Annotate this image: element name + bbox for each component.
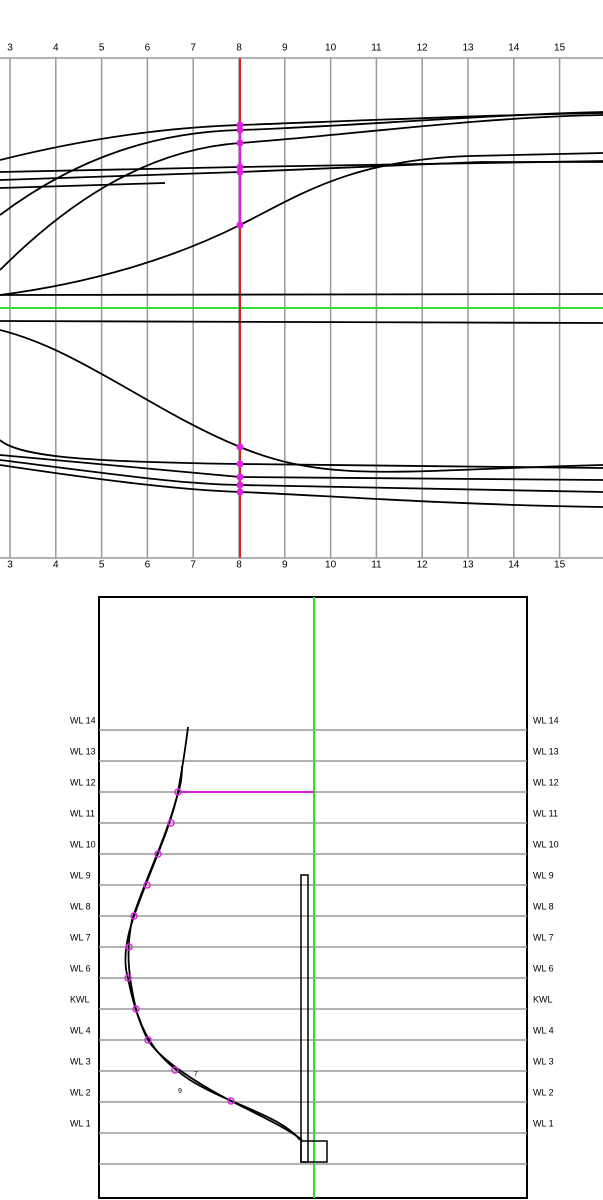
point [143, 881, 151, 889]
station-label-bottom: 13 [462, 560, 474, 571]
station-label-top: 4 [53, 43, 59, 54]
curve [0, 111, 603, 216]
waterline-label-left: WL 13 [70, 746, 96, 756]
keel-box [300, 1140, 328, 1163]
waterline-label-right: WL 4 [533, 1025, 554, 1035]
point [124, 974, 132, 982]
station-label-top: 9 [282, 43, 288, 54]
point [154, 850, 162, 858]
curve [0, 320, 603, 324]
curve [0, 161, 603, 181]
waterline-label-right: WL 3 [533, 1056, 554, 1066]
curve [0, 329, 603, 473]
waterline-label-right: WL 10 [533, 839, 559, 849]
waterline-label-right: WL 7 [533, 932, 554, 942]
station-label-top: 14 [508, 43, 520, 54]
point [236, 221, 244, 229]
curve-label: 9 [178, 1088, 182, 1095]
point [236, 121, 244, 129]
curve [0, 293, 603, 296]
keel [300, 874, 309, 1163]
station-label-bottom: 9 [282, 560, 288, 571]
station-label-bottom: 6 [145, 560, 151, 571]
station-label-bottom: 4 [53, 560, 59, 571]
station-label-bottom: 8 [236, 560, 242, 571]
point [236, 460, 244, 468]
point [236, 126, 244, 134]
waterline-label-left: WL 4 [70, 1025, 91, 1035]
curve [0, 112, 603, 161]
waterline-label-left: WL 14 [70, 715, 96, 725]
section-points [124, 788, 235, 1105]
curve [0, 114, 603, 271]
station-label-top: 10 [325, 43, 337, 54]
waterline-label-right: WL 11 [533, 808, 558, 818]
curve [0, 182, 166, 189]
point [236, 163, 244, 171]
point [144, 1036, 152, 1044]
station-label-top: 11 [371, 43, 382, 54]
curve [0, 459, 603, 493]
curve [0, 464, 603, 508]
point [236, 473, 244, 481]
waterline-label-right: WL 13 [533, 746, 559, 756]
waterline-label-left: WL 11 [70, 808, 95, 818]
waterline-label-left: WL 1 [70, 1118, 91, 1128]
station-label-top: 15 [554, 43, 566, 54]
waterline-label-left: WL 8 [70, 901, 91, 911]
waterline-label-right: WL 8 [533, 901, 554, 911]
point [236, 443, 244, 451]
plan-points [236, 121, 244, 496]
station-label-top: 13 [462, 43, 474, 54]
waterline-label-right: WL 1 [533, 1118, 554, 1128]
station-label-top: 7 [190, 43, 196, 54]
curve-label: 7 [194, 1071, 198, 1078]
waterline-label-left: WL 10 [70, 839, 96, 849]
point [174, 788, 182, 796]
station-label-bottom: 10 [325, 560, 337, 571]
waterline-label-right: KWL [533, 994, 553, 1004]
station-label-bottom: 15 [554, 560, 566, 571]
station-label-top: 5 [99, 43, 105, 54]
curve [0, 152, 603, 296]
station-label-top: 3 [7, 43, 13, 54]
curve [0, 439, 603, 469]
waterline-label-right: WL 12 [533, 777, 559, 787]
point [171, 1066, 179, 1074]
station-label-bottom: 14 [508, 560, 520, 571]
point [236, 139, 244, 147]
point [132, 1005, 140, 1013]
waterline-label-left: WL 6 [70, 963, 91, 973]
station-label-bottom: 7 [190, 560, 196, 571]
section-curve [127, 765, 301, 1141]
point [227, 1097, 235, 1105]
waterline-label-right: WL 14 [533, 715, 559, 725]
point [236, 488, 244, 496]
point [236, 168, 244, 176]
waterline-label-left: WL 3 [70, 1056, 91, 1066]
waterline-label-right: WL 9 [533, 870, 554, 880]
station-label-bottom: 5 [99, 560, 105, 571]
station-label-bottom: 11 [371, 560, 382, 571]
point [236, 481, 244, 489]
waterline-label-left: WL 7 [70, 932, 91, 942]
waterline-label-left: WL 2 [70, 1087, 91, 1097]
section-curve [124, 726, 303, 1141]
waterline-label-right: WL 6 [533, 963, 554, 973]
station-label-bottom: 12 [417, 560, 429, 571]
plan-curves [0, 111, 603, 508]
station-label-top: 8 [236, 43, 242, 54]
station-label-top: 6 [145, 43, 151, 54]
point [167, 819, 175, 827]
waterline-label-right: WL 2 [533, 1087, 554, 1097]
station-label-top: 12 [417, 43, 429, 54]
waterline-label-left: KWL [70, 994, 90, 1004]
waterline-label-left: WL 12 [70, 777, 96, 787]
station-label-bottom: 3 [7, 560, 13, 571]
point [125, 943, 133, 951]
waterline-label-left: WL 9 [70, 870, 91, 880]
point [130, 912, 138, 920]
